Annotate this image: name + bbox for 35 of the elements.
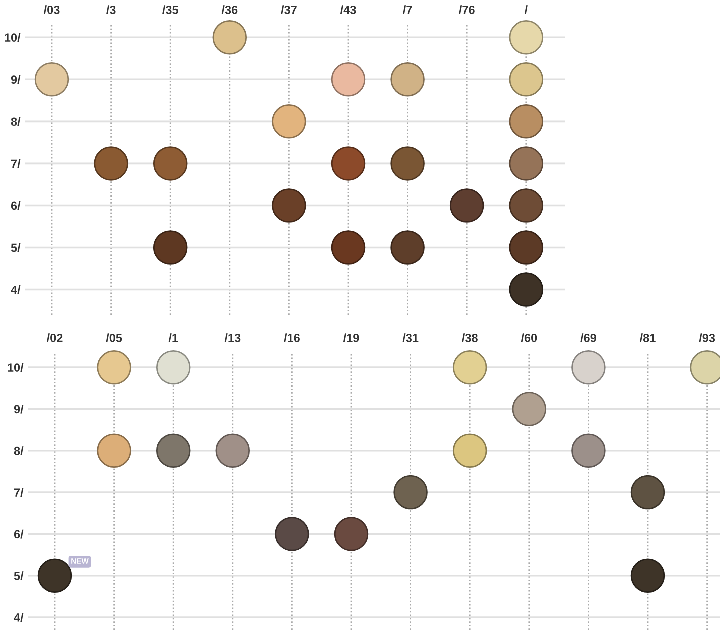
y-tick-label: 10/	[5, 33, 21, 42]
x-tick-label: /60	[521, 334, 538, 342]
x-tick-label: /81	[640, 334, 656, 342]
x-tick-label: /	[524, 6, 528, 14]
x-tick-label: /35	[162, 6, 178, 14]
y-tick-label: 8/	[11, 117, 21, 126]
y-tick-label: 5/	[14, 572, 24, 580]
x-tick-label: /76	[459, 6, 475, 14]
x-tick-label: /7	[402, 6, 412, 14]
x-tick-label: /38	[462, 334, 478, 342]
x-tick-label: /69	[580, 334, 596, 342]
y-tick-label: 6/	[14, 530, 24, 539]
y-tick-label: 4/	[11, 286, 21, 294]
y-tick-label: 4/	[14, 613, 24, 622]
y-tick-label: 9/	[11, 75, 21, 84]
x-tick-label: /36	[222, 6, 238, 14]
x-tick-label: /37	[281, 6, 297, 14]
x-tick-label: /03	[44, 6, 60, 14]
y-tick-label: 5/	[11, 243, 21, 252]
x-tick-label: /43	[340, 6, 356, 14]
x-tick-label: /16	[284, 334, 300, 342]
y-tick-label: 10/	[8, 363, 24, 372]
y-tick-label: 9/	[14, 404, 24, 414]
x-tick-label: /19	[343, 334, 360, 342]
y-tick-label: 7/	[14, 488, 24, 498]
x-tick-label: /02	[46, 334, 63, 342]
x-tick-label: /93	[699, 334, 716, 342]
x-tick-label: /31	[402, 334, 419, 342]
x-tick-label: /3	[106, 6, 116, 14]
y-tick-label: 7/	[11, 159, 21, 168]
x-tick-label: /1	[168, 334, 178, 342]
x-tick-label: /05	[106, 334, 122, 342]
x-tick-label: /13	[224, 334, 241, 342]
y-tick-label: 6/	[11, 201, 21, 210]
y-tick-label: 8/	[14, 446, 24, 456]
